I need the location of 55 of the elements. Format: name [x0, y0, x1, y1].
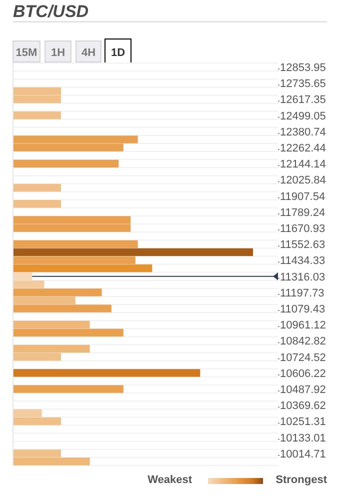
- bar: [13, 320, 90, 328]
- bar: [13, 256, 136, 264]
- bar: [13, 409, 42, 418]
- bar: [13, 240, 138, 248]
- tab[interactable]: 15M: [12, 40, 40, 62]
- bar: [13, 417, 61, 426]
- tab[interactable]: 4H: [76, 40, 102, 62]
- bar: [13, 200, 61, 208]
- y-tick-label: 10487.92: [280, 384, 326, 396]
- bar: [13, 111, 61, 120]
- y-tick-label: 10842.82: [280, 336, 326, 348]
- y-tick-label: 11079.43: [280, 304, 326, 316]
- y-tick-label: 12262.44: [280, 142, 326, 155]
- text: Strongest: [276, 474, 328, 486]
- bar: [13, 272, 32, 280]
- bar: [13, 450, 61, 458]
- bar: [13, 328, 124, 337]
- y-tick-label: 11316.03: [280, 271, 326, 284]
- y-tick-label: 10961.12: [280, 320, 326, 332]
- y-tick-label: 10133.01: [280, 432, 326, 444]
- bar: [13, 458, 90, 466]
- bar: [13, 184, 61, 192]
- y-tick-label: 11197.73: [280, 287, 324, 300]
- bar: [13, 280, 44, 288]
- bar: [13, 160, 119, 168]
- y-tick-label: 12025.84: [280, 174, 326, 187]
- bar: [13, 344, 90, 353]
- y-tick-label: 11552.63: [280, 239, 326, 252]
- y-tick-label: 12380.74: [280, 126, 326, 138]
- y-tick-label: 10606.22: [280, 368, 326, 380]
- bar: [13, 248, 253, 256]
- bar: [13, 369, 200, 377]
- bar: [13, 352, 61, 361]
- y-tick-label: 12499.05: [280, 110, 326, 122]
- y-tick-label: 12735.65: [280, 78, 326, 90]
- y-tick-label: 11434.33: [280, 255, 326, 268]
- bar: [13, 288, 102, 296]
- bar: [13, 385, 124, 393]
- tab-selected[interactable]: 1D: [104, 38, 132, 64]
- y-tick-label: 12853.95: [280, 62, 326, 74]
- y-tick-label: 10014.71: [280, 448, 326, 460]
- bar: [13, 296, 76, 304]
- tab[interactable]: 1H: [44, 40, 72, 62]
- y-tick-label: 11670.93: [280, 223, 326, 236]
- bar: [13, 264, 152, 272]
- chart-title: BTC/USD: [13, 2, 89, 21]
- y-tick-label: 12144.14: [280, 158, 326, 171]
- y-tick-label: 12617.35: [280, 94, 326, 106]
- bar: [13, 304, 112, 312]
- y-tick-label: 11789.24: [280, 206, 326, 219]
- text: Weakest: [148, 474, 192, 486]
- y-tick-label: 10369.62: [280, 400, 326, 412]
- y-tick-label: 10251.31: [280, 416, 326, 428]
- y-tick-label: 11907.54: [280, 190, 326, 203]
- y-tick-label: 10724.52: [280, 352, 326, 364]
